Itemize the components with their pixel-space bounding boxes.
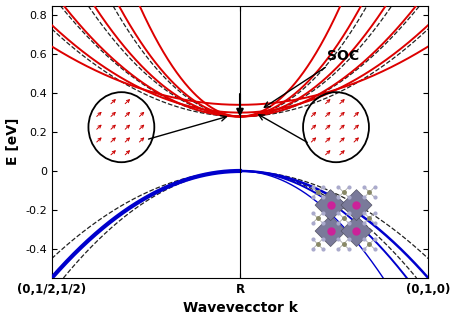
Text: SOC: SOC bbox=[264, 49, 358, 107]
Y-axis label: E [eV]: E [eV] bbox=[5, 118, 20, 166]
X-axis label: Wavevecctor k: Wavevecctor k bbox=[182, 301, 297, 316]
